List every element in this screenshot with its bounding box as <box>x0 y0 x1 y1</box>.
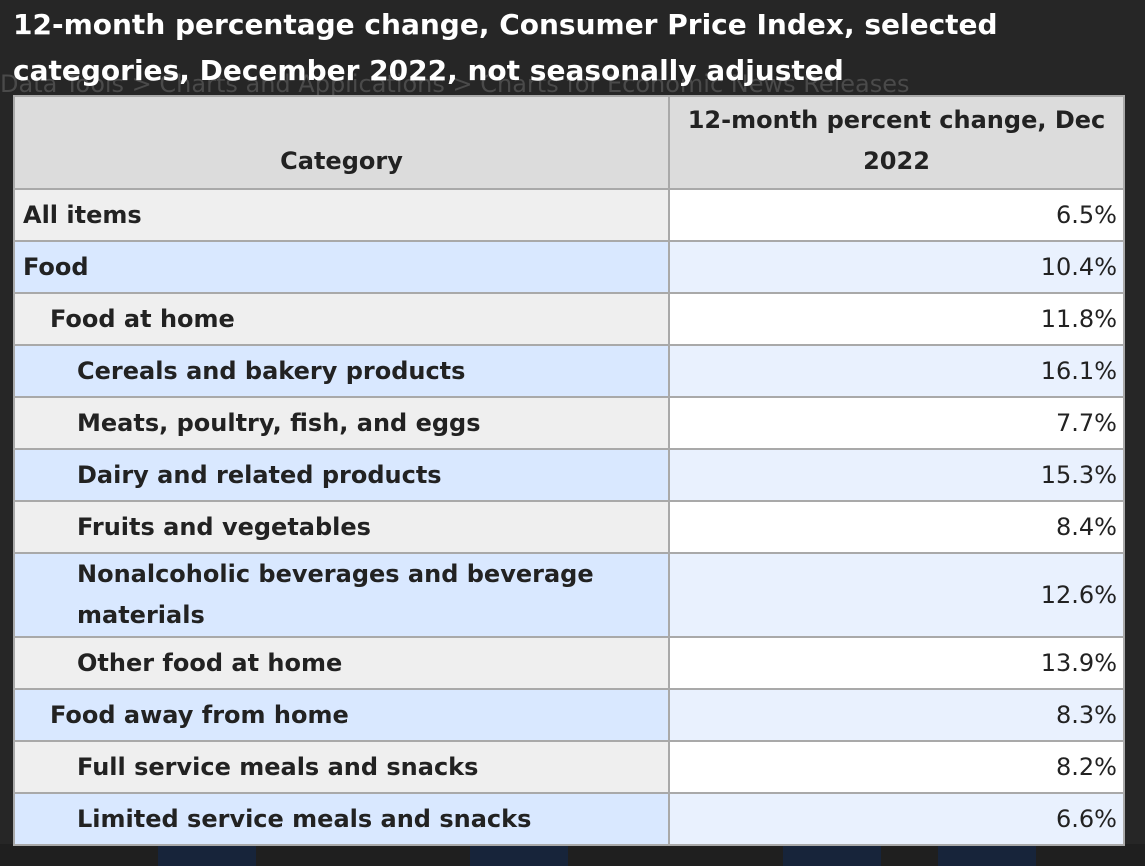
table-row: Other food at home 13.9% <box>13 636 1125 690</box>
background-breadcrumb: Data Tools > Charts and Applications > C… <box>0 70 910 98</box>
row-value: 11.8% <box>668 292 1125 346</box>
row-value: 10.4% <box>668 240 1125 294</box>
background-block <box>158 846 256 866</box>
row-value: 6.5% <box>668 188 1125 242</box>
row-category: Full service meals and snacks <box>13 740 670 794</box>
row-value: 8.4% <box>668 500 1125 554</box>
table-row: All items 6.5% <box>13 188 1125 242</box>
column-header-category[interactable]: Category <box>13 95 670 190</box>
row-value: 16.1% <box>668 344 1125 398</box>
row-value: 8.3% <box>668 688 1125 742</box>
background-block <box>938 846 1036 866</box>
table-row: Food away from home 8.3% <box>13 688 1125 742</box>
background-block <box>783 846 881 866</box>
row-category: Fruits and vegetables <box>13 500 670 554</box>
cpi-table: Category 12-month percent change, Dec 20… <box>13 95 1125 846</box>
table-row: Fruits and vegetables 8.4% <box>13 500 1125 554</box>
row-category: Dairy and related products <box>13 448 670 502</box>
column-header-percent-change[interactable]: 12-month percent change, Dec 2022 <box>668 95 1125 190</box>
table-row: Limited service meals and snacks 6.6% <box>13 792 1125 846</box>
row-value: 8.2% <box>668 740 1125 794</box>
row-category: Nonalcoholic beverages and beverage mate… <box>13 552 670 638</box>
table-row: Full service meals and snacks 8.2% <box>13 740 1125 794</box>
background-block <box>470 846 568 866</box>
table-title: 12-month percentage change, Consumer Pri… <box>13 8 998 87</box>
table-row: Food at home 11.8% <box>13 292 1125 346</box>
row-category: All items <box>13 188 670 242</box>
row-category: Limited service meals and snacks <box>13 792 670 846</box>
row-category: Meats, poultry, fish, and eggs <box>13 396 670 450</box>
row-value: 15.3% <box>668 448 1125 502</box>
table-row: Food 10.4% <box>13 240 1125 294</box>
row-value: 12.6% <box>668 552 1125 638</box>
row-value: 7.7% <box>668 396 1125 450</box>
table-row: Meats, poultry, fish, and eggs 7.7% <box>13 396 1125 450</box>
row-category: Other food at home <box>13 636 670 690</box>
row-category: Cereals and bakery products <box>13 344 670 398</box>
row-category: Food away from home <box>13 688 670 742</box>
table-header-row: Category 12-month percent change, Dec 20… <box>13 95 1125 190</box>
row-category: Food at home <box>13 292 670 346</box>
row-value: 6.6% <box>668 792 1125 846</box>
row-value: 13.9% <box>668 636 1125 690</box>
table-row: Dairy and related products 15.3% <box>13 448 1125 502</box>
table-row: Nonalcoholic beverages and beverage mate… <box>13 552 1125 638</box>
row-category: Food <box>13 240 670 294</box>
table-row: Cereals and bakery products 16.1% <box>13 344 1125 398</box>
